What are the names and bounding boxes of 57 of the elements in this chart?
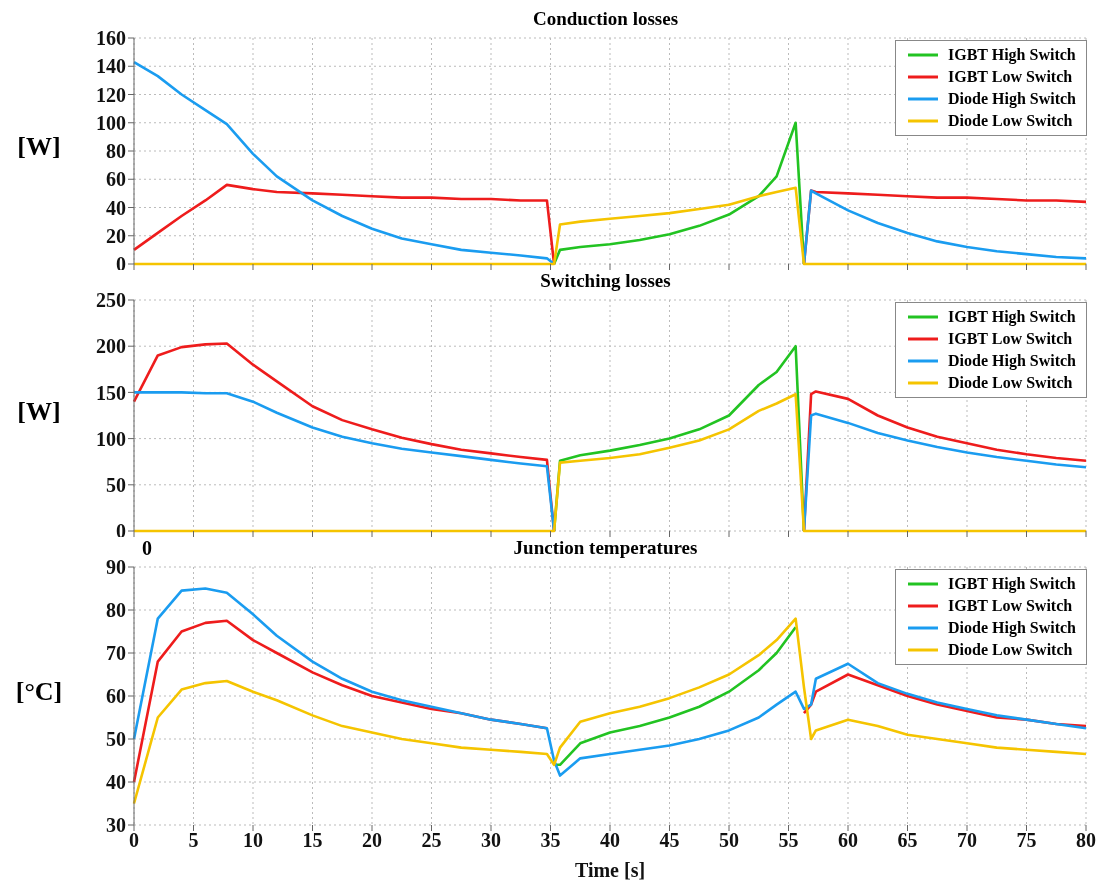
y-tick-label: 80 xyxy=(106,599,126,622)
legend-label: IGBT High Switch xyxy=(947,307,1076,328)
x-tick-label: 65 xyxy=(897,829,918,852)
x-axis-title: Time [s] xyxy=(574,859,646,881)
y-tick-label: 60 xyxy=(106,685,126,708)
x-tick-label: 20 xyxy=(362,829,382,852)
y-tick-label: 200 xyxy=(96,335,126,358)
legend-label: Diode Low Switch xyxy=(947,373,1073,393)
y-tick-label: 80 xyxy=(106,140,126,163)
y-tick-label: 20 xyxy=(106,224,126,247)
y-tick-label: 100 xyxy=(96,111,126,134)
x-tick-label: 30 xyxy=(481,829,501,852)
x-tick-label: 60 xyxy=(838,829,858,852)
legend-label: IGBT Low Switch xyxy=(947,329,1073,349)
x-tick-label: 70 xyxy=(957,829,977,852)
legend-label: IGBT High Switch xyxy=(947,45,1076,66)
y-tick-label: 90 xyxy=(106,556,126,579)
x-tick-label: 5 xyxy=(188,829,199,852)
x-tick-label: 50 xyxy=(719,829,739,852)
x-tick-label: 15 xyxy=(302,829,323,852)
legend-label: Diode High Switch xyxy=(947,618,1076,639)
legend-label: Diode High Switch xyxy=(947,351,1076,372)
x-tick-label: 25 xyxy=(421,829,442,852)
y-axis-title: [W] xyxy=(16,132,62,162)
y-tick-label: 100 xyxy=(96,427,126,450)
x-tick-label: 75 xyxy=(1016,829,1037,852)
y-axis-title: [°C] xyxy=(14,677,64,707)
y-tick-label: 140 xyxy=(96,55,126,78)
chart-title: Conduction losses xyxy=(532,8,679,29)
y-tick-label: 120 xyxy=(96,83,126,106)
y-tick-label: 50 xyxy=(106,473,126,496)
legend-label: IGBT Low Switch xyxy=(947,596,1073,616)
y-axis-title: [W] xyxy=(16,396,62,427)
y-tick-label: 40 xyxy=(106,771,126,794)
legend-label: IGBT High Switch xyxy=(947,574,1076,595)
legend-label: IGBT Low Switch xyxy=(947,67,1073,87)
y-tick-label: 40 xyxy=(106,196,126,219)
text: 0 xyxy=(142,537,152,559)
x-tick-label: 45 xyxy=(659,829,680,852)
y-tick-label: 30 xyxy=(106,814,126,837)
y-tick-label: 160 xyxy=(96,27,126,50)
x-tick-label: 40 xyxy=(600,829,620,852)
y-tick-label: 60 xyxy=(106,168,126,191)
legend-label: Diode Low Switch xyxy=(947,111,1073,131)
chart-title: Switching losses xyxy=(540,270,671,291)
y-tick-label: 150 xyxy=(96,381,126,404)
x-tick-label: 35 xyxy=(540,829,561,852)
y-tick-label: 70 xyxy=(106,642,126,665)
x-tick-label: 55 xyxy=(778,829,799,852)
y-tick-label: 250 xyxy=(96,289,126,312)
line-series xyxy=(552,121,806,266)
legend-label: Diode High Switch xyxy=(947,89,1076,110)
y-tick-label: 50 xyxy=(106,728,126,751)
legend-label: Diode Low Switch xyxy=(947,640,1073,660)
x-tick-label: 10 xyxy=(243,829,263,852)
x-tick-label: 80 xyxy=(1076,829,1096,852)
chart-title: Junction temperatures xyxy=(513,537,698,558)
